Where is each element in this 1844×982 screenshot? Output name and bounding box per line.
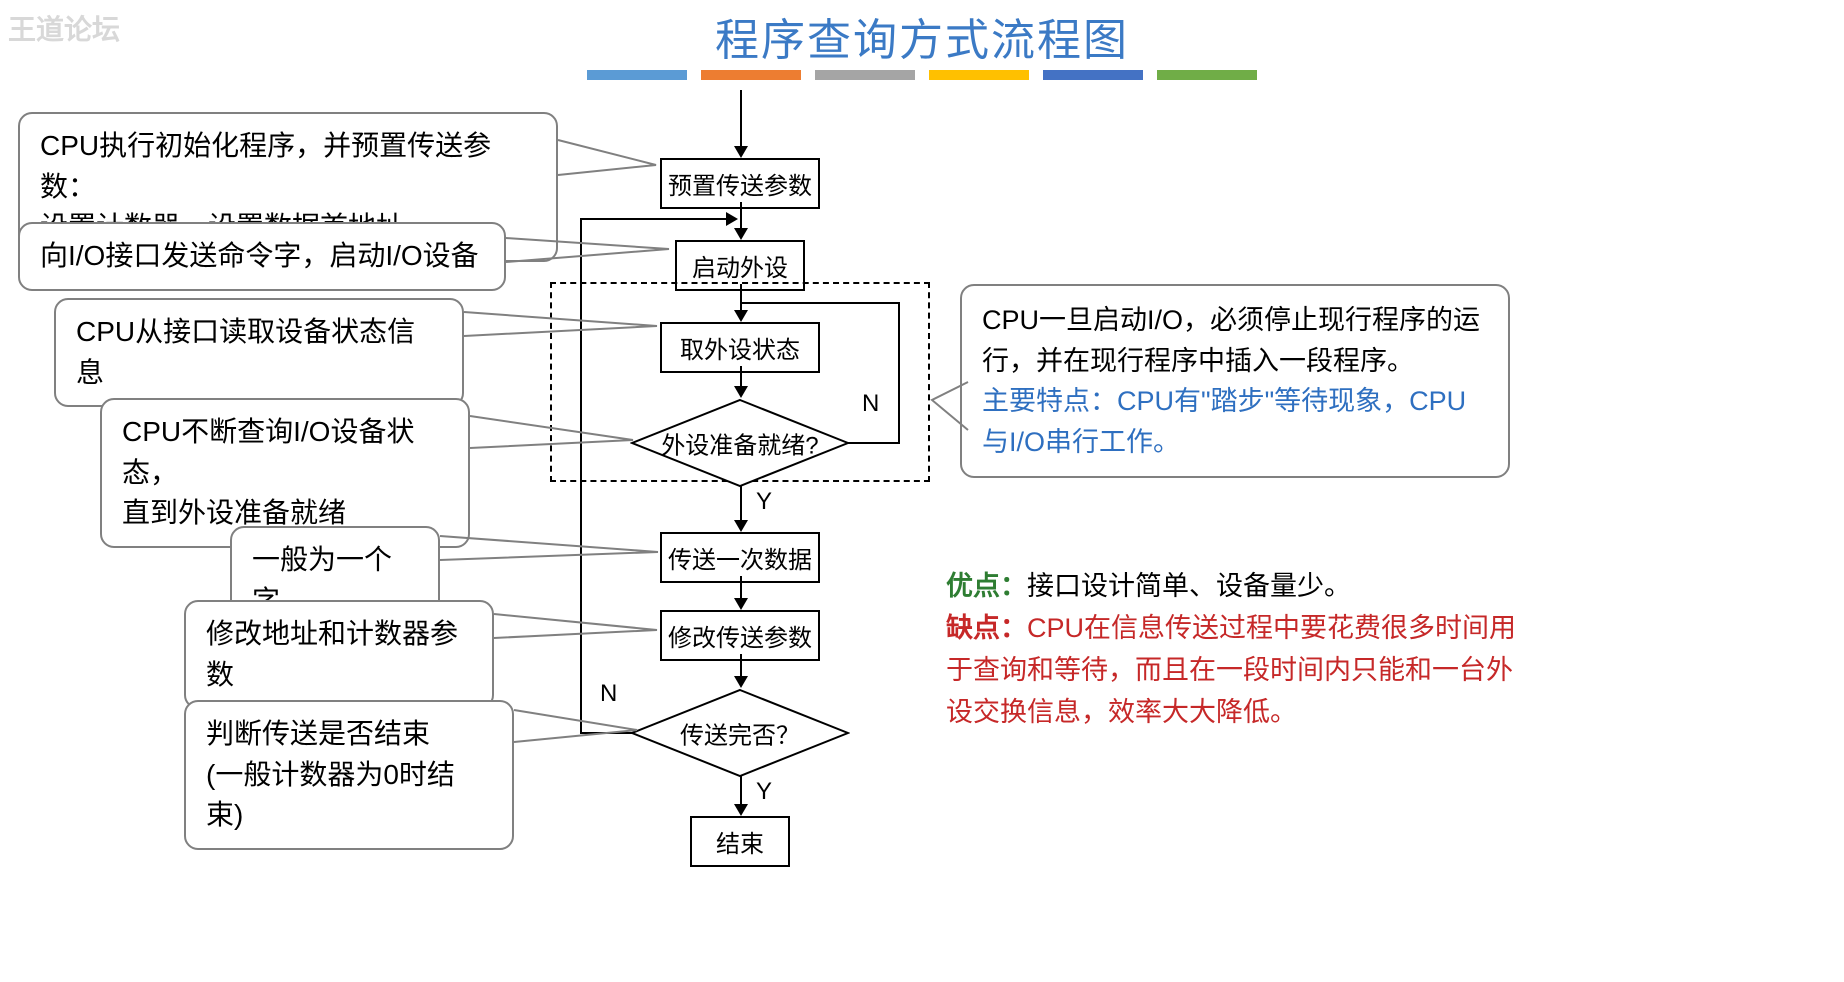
pros-line: 优点：接口设计简单、设备量少。 [946, 566, 1536, 608]
cons-text: CPU在信息传送过程中要花费很多时间用于查询和等待，而且在一段时间内只能和一台外… [946, 613, 1516, 727]
label-n: N [862, 390, 879, 418]
pros-label: 优点： [946, 571, 1027, 601]
label-y: Y [756, 778, 772, 806]
arrow-down-icon [734, 804, 748, 816]
callout-text-b: 主要特点：CPU有"踏步"等待现象，CPU与I/O串行工作。 [982, 386, 1466, 457]
color-bar-6 [1157, 70, 1257, 80]
flow-edge [740, 302, 900, 304]
callout-text: 向I/O接口发送命令字，启动I/O设备 [40, 240, 479, 271]
flow-edge [580, 218, 582, 734]
flow-edge [898, 302, 900, 444]
callout-pointer-icon [504, 232, 674, 272]
flow-edge [848, 442, 900, 444]
color-bar-2 [701, 70, 801, 80]
callout-read-status: CPU从接口读取设备状态信息 [54, 298, 464, 407]
callout-pointer-icon [462, 306, 662, 346]
arrow-down-icon [734, 228, 748, 240]
label-y: Y [756, 488, 772, 516]
flow-edge [740, 90, 742, 148]
flow-node-end: 结束 [690, 816, 790, 867]
cons-label: 缺点： [946, 613, 1027, 643]
arrow-down-icon [734, 146, 748, 158]
arrow-right-icon [726, 212, 738, 226]
callout-start-io: 向I/O接口发送命令字，启动I/O设备 [18, 222, 506, 291]
callout-text: 判断传送是否结束 (一般计数器为0时结束) [206, 718, 455, 830]
flow-decision-ready: 外设准备就绪? [630, 398, 850, 488]
callout-pointer-icon [492, 608, 662, 648]
page-title: 程序查询方式流程图 [0, 4, 1844, 68]
decision-label: 传送完否？ [630, 716, 850, 751]
callout-main-feature: CPU一旦启动I/O，必须停止现行程序的运行，并在现行程序中插入一段程序。 主要… [960, 284, 1510, 478]
callout-text-a: CPU一旦启动I/O，必须停止现行程序的运行，并在现行程序中插入一段程序。 [982, 305, 1480, 376]
callout-done-check: 判断传送是否结束 (一般计数器为0时结束) [184, 700, 514, 850]
callout-pointer-icon [556, 130, 666, 190]
flow-decision-done: 传送完否？ [630, 688, 850, 778]
pros-text: 接口设计简单、设备量少。 [1027, 571, 1351, 601]
cons-line: 缺点：CPU在信息传送过程中要花费很多时间用于查询和等待，而且在一段时间内只能和… [946, 608, 1536, 734]
color-bar-4 [929, 70, 1029, 80]
callout-text: 修改地址和计数器参数 [206, 618, 458, 690]
callout-text: CPU从接口读取设备状态信息 [76, 316, 415, 388]
arrow-down-icon [734, 520, 748, 532]
arrow-down-icon [734, 386, 748, 398]
callout-pointer-icon [438, 530, 663, 570]
pros-cons-block: 优点：接口设计简单、设备量少。 缺点：CPU在信息传送过程中要花费很多时间用于查… [946, 566, 1536, 733]
decision-label: 外设准备就绪? [630, 426, 850, 461]
callout-pointer-icon [930, 380, 970, 440]
callout-text: CPU不断查询I/O设备状态， 直到外设准备就绪 [122, 416, 414, 528]
arrow-down-icon [734, 598, 748, 610]
callout-modify-params: 修改地址和计数器参数 [184, 600, 494, 709]
flow-edge [740, 486, 742, 524]
color-bar-3 [815, 70, 915, 80]
callout-pointer-icon [468, 410, 638, 456]
flow-edge [580, 218, 728, 220]
callout-pointer-icon [512, 700, 642, 750]
arrow-down-icon [734, 676, 748, 688]
color-bar-1 [587, 70, 687, 80]
color-bar-5 [1043, 70, 1143, 80]
color-bars [587, 70, 1257, 80]
